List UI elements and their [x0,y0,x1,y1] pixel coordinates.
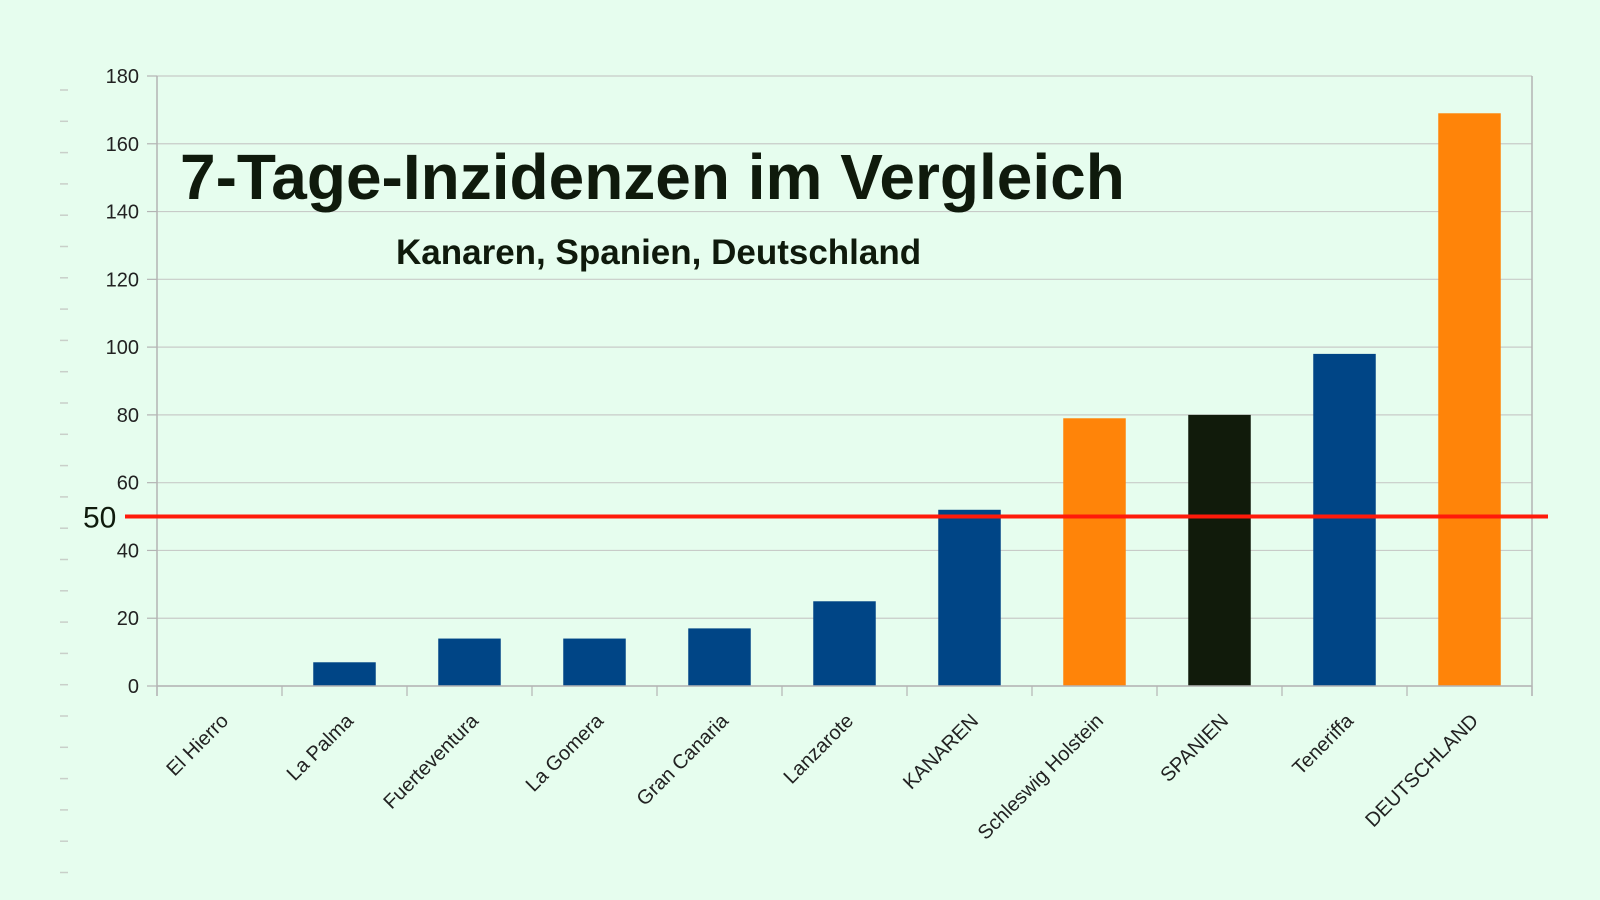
y-tick-label: 140 [106,202,139,224]
x-tick-label: El Hierro [162,710,233,781]
bar [813,601,876,686]
chart-subtitle: Kanaren, Spanien, Deutschland [396,233,921,272]
x-tick-label: Fuerteventura [379,709,483,813]
bar [1063,418,1126,686]
bar [438,638,501,686]
y-tick-label: 40 [117,540,139,562]
bar [313,662,376,686]
x-tick-label: La Palma [283,709,359,785]
reference-line-label: 50 [83,502,116,535]
x-tick-label: Gran Canaria [633,709,734,810]
bar [1438,113,1501,687]
x-tick-label: Teneriffa [1288,709,1358,779]
y-tick-label: 180 [106,66,139,88]
chart-title: 7-Tage-Inzidenzen im Vergleich [180,141,1125,213]
reference-line-group: 50 [83,502,1548,535]
y-tick-label: 20 [117,608,139,630]
bar [688,628,751,686]
y-tick-label: 60 [117,473,139,495]
y-tick-label: 80 [117,405,139,427]
y-tick-label: 160 [106,134,139,156]
left-edge-dashes [60,89,68,874]
bar [1313,353,1376,686]
bar [563,638,626,686]
y-tick-label: 100 [106,337,139,359]
x-tick-label: Schleswig Holstein [974,710,1108,844]
x-tick-label: SPANIEN [1156,710,1233,787]
bars [313,113,1501,687]
bar [938,509,1001,686]
y-tick-labels: 0 20 40 60 80 100 120 140 160 180 [106,66,139,698]
axes [156,76,1533,696]
x-tick-label: DEUTSCHLAND [1361,710,1483,832]
x-tick-label: La Gomera [522,709,609,796]
y-tick-label: 0 [128,676,139,698]
x-tick-label: KANAREN [899,710,983,794]
bar [1188,414,1251,686]
y-tick-label: 120 [106,269,139,291]
x-tick-labels: El Hierro La Palma Fuerteventura La Gomera G… [162,709,1483,844]
x-tick-label: Lanzarote [780,710,858,788]
